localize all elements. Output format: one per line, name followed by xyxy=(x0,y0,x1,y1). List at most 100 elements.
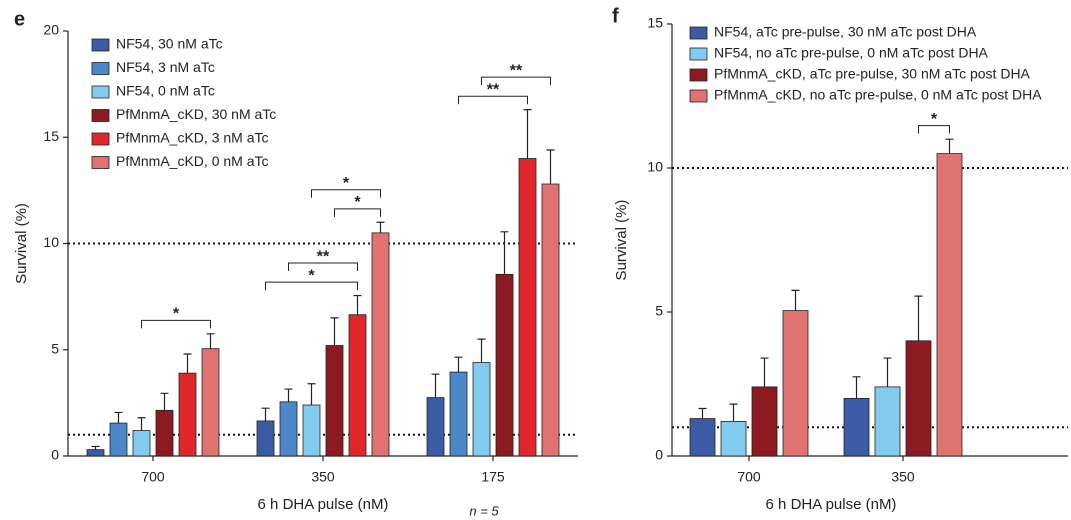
y-tick-label: 0 xyxy=(655,447,663,463)
bar xyxy=(86,449,105,457)
bar xyxy=(843,397,870,457)
y-tick-label: 15 xyxy=(43,128,59,144)
bar xyxy=(109,422,128,457)
bar xyxy=(720,421,747,457)
significance-label: ** xyxy=(487,81,500,98)
bar xyxy=(751,386,778,457)
significance-bracket xyxy=(311,189,381,198)
x-tick-label: 350 xyxy=(311,469,335,485)
bar xyxy=(302,404,321,457)
legend-swatch xyxy=(91,109,110,122)
bar xyxy=(874,386,901,457)
error-bar xyxy=(914,295,923,341)
legend-swatch xyxy=(91,156,110,169)
y-tick-label: 0 xyxy=(51,447,59,463)
y-tick-label: 5 xyxy=(655,303,663,319)
bar xyxy=(201,348,220,457)
error-bar xyxy=(261,407,270,421)
error-bar xyxy=(376,221,385,233)
error-bar xyxy=(183,353,192,374)
y-tick-label: 10 xyxy=(647,159,663,175)
bar xyxy=(905,340,932,457)
error-bar xyxy=(137,417,146,431)
bar xyxy=(426,397,445,457)
y-axis-label: Survival (%) xyxy=(613,200,630,281)
legend-label: NF54, 30 nM aTc xyxy=(116,36,223,52)
legend-label: PfMnmA_cKD, 3 nM aTc xyxy=(116,130,269,146)
error-bar xyxy=(160,392,169,411)
note: n = 5 xyxy=(469,503,499,518)
error-bar xyxy=(760,357,769,387)
error-bar xyxy=(353,294,362,315)
y-tick-label: 10 xyxy=(43,234,59,250)
y-tick-label: 15 xyxy=(647,15,663,31)
bar xyxy=(132,430,151,457)
legend-label: NF54, aTc pre-pulse, 30 nM aTc post DHA xyxy=(714,24,977,40)
error-bar xyxy=(945,138,954,154)
bar xyxy=(936,153,963,457)
error-bar xyxy=(729,403,738,422)
x-tick-label: 700 xyxy=(737,469,761,485)
x-tick-label: 700 xyxy=(141,469,165,485)
error-bar xyxy=(477,338,486,363)
significance-bracket xyxy=(918,125,950,134)
error-bar xyxy=(114,411,123,424)
bar xyxy=(449,371,468,457)
legend-swatch xyxy=(689,89,708,103)
legend-label: NF54, 0 nM aTc xyxy=(116,83,215,99)
significance-label: * xyxy=(173,306,180,323)
y-tick-label: 20 xyxy=(43,22,59,38)
error-bar xyxy=(330,317,339,346)
y-tick-label: 5 xyxy=(51,340,59,356)
significance-label: * xyxy=(343,175,350,192)
bar xyxy=(155,409,174,457)
error-bar xyxy=(546,149,555,184)
error-bar xyxy=(698,407,707,419)
panel-label: f xyxy=(612,5,619,27)
bar xyxy=(348,314,367,457)
legend-label: PfMnmA_cKD, 0 nM aTc xyxy=(116,153,269,169)
legend-swatch xyxy=(91,132,110,146)
error-bar xyxy=(91,445,100,450)
error-bar xyxy=(454,356,463,373)
error-bar xyxy=(523,109,532,159)
bar xyxy=(178,372,197,457)
error-bar xyxy=(431,373,440,398)
significance-bracket xyxy=(458,95,528,105)
error-bar xyxy=(284,388,293,402)
x-tick-label: 350 xyxy=(891,469,915,485)
bar xyxy=(689,418,716,457)
legend-label: PfMnmA_cKD, no aTc pre-pulse, 0 nM aTc p… xyxy=(714,87,1042,103)
x-tick-label: 175 xyxy=(481,469,505,485)
y-axis-label: Survival (%) xyxy=(13,203,30,284)
legend-swatch xyxy=(689,68,708,82)
legend-swatch xyxy=(689,26,708,40)
significance-label: ** xyxy=(510,62,523,79)
bar xyxy=(495,273,514,457)
significance-label: * xyxy=(931,111,938,128)
legend-swatch xyxy=(91,62,110,75)
legend-label: NF54, no aTc pre-pulse, 0 nM aTc post DH… xyxy=(714,45,989,61)
significance-bracket xyxy=(334,208,381,217)
error-bar xyxy=(852,376,861,399)
error-bar xyxy=(206,333,215,349)
bar xyxy=(279,401,298,457)
significance-bracket xyxy=(481,76,551,86)
legend-label: PfMnmA_cKD, aTc pre-pulse, 30 nM aTc pos… xyxy=(714,66,1031,82)
significance-bracket xyxy=(141,319,211,329)
legend-swatch xyxy=(91,85,110,99)
panel-label: e xyxy=(14,8,25,30)
bar xyxy=(518,158,537,457)
x-axis-label: 6 h DHA pulse (nM) xyxy=(258,496,389,513)
bar xyxy=(782,310,809,457)
error-bar xyxy=(791,289,800,311)
significance-label: * xyxy=(308,267,315,284)
error-bar xyxy=(500,231,509,275)
significance-bracket xyxy=(288,262,358,272)
bar xyxy=(371,232,390,457)
legend-label: PfMnmA_cKD, 30 nM aTc xyxy=(116,106,276,122)
legend-swatch xyxy=(91,38,110,52)
error-bar xyxy=(883,357,892,387)
significance-bracket xyxy=(265,281,358,291)
